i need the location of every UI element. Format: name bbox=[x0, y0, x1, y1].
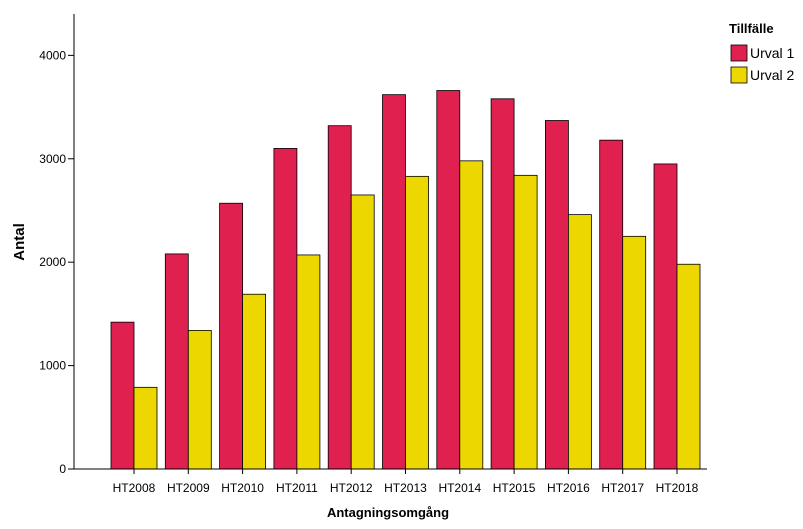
x-tick-label: HT2014 bbox=[438, 481, 481, 495]
bar-urval-2-ht2018 bbox=[676, 263, 701, 470]
bar-urval-1-ht2016 bbox=[545, 120, 569, 470]
legend: Tillfälle Urval 1 Urval 2 bbox=[729, 21, 795, 84]
x-tick-label: HT2017 bbox=[601, 481, 644, 495]
legend-swatch-urval-2 bbox=[730, 66, 748, 84]
y-tick-label: 4000 bbox=[39, 48, 66, 62]
legend-items: Urval 1 Urval 2 bbox=[730, 44, 795, 84]
bar-urval-2-ht2009 bbox=[187, 330, 212, 470]
legend-label-urval-2: Urval 2 bbox=[750, 67, 795, 83]
bar-urval-1-ht2009 bbox=[164, 253, 189, 470]
bar-urval-1-ht2012 bbox=[327, 125, 352, 470]
x-tick-label: HT2013 bbox=[384, 481, 427, 495]
bar-urval-2-ht2013 bbox=[405, 175, 429, 470]
bar-urval-2-ht2011 bbox=[296, 254, 321, 470]
x-tick-label: HT2008 bbox=[113, 481, 156, 495]
bar-urval-2-ht2008 bbox=[133, 386, 158, 470]
y-ticks: 0 1000 2000 3000 4000 bbox=[39, 48, 74, 476]
x-tick-label: HT2018 bbox=[656, 481, 699, 495]
legend-label-urval-1: Urval 1 bbox=[750, 45, 795, 61]
y-axis-title: Antal bbox=[11, 223, 28, 261]
bar-urval-2-ht2017 bbox=[622, 235, 647, 470]
bar-urval-1-ht2011 bbox=[273, 148, 298, 470]
bar-urval-2-ht2014 bbox=[459, 160, 484, 470]
y-tick-label: 2000 bbox=[39, 255, 66, 269]
x-tick-label: HT2015 bbox=[493, 481, 536, 495]
bar-urval-1-ht2018 bbox=[653, 163, 678, 470]
bar-urval-2-ht2015 bbox=[513, 174, 538, 470]
x-tick-label: HT2016 bbox=[547, 481, 590, 495]
bar-urval-1-ht2017 bbox=[599, 139, 624, 470]
bar-urval-2-ht2010 bbox=[242, 293, 267, 470]
x-tick-label: HT2011 bbox=[276, 481, 318, 495]
bar-urval-1-ht2014 bbox=[436, 90, 461, 470]
x-tick-label: HT2009 bbox=[167, 481, 210, 495]
bar-urval-1-ht2015 bbox=[490, 98, 515, 470]
bar-urval-1-ht2013 bbox=[382, 94, 406, 470]
legend-title: Tillfälle bbox=[729, 21, 774, 36]
x-ticks: HT2008 HT2009 HT2010 HT2011 HT2012 HT2013 HT20… bbox=[113, 469, 699, 495]
y-tick-label: 3000 bbox=[39, 152, 66, 166]
bar-urval-1-ht2008 bbox=[110, 321, 135, 470]
legend-swatch-urval-1 bbox=[730, 44, 748, 62]
y-tick-label: 0 bbox=[59, 462, 66, 476]
x-tick-label: HT2010 bbox=[221, 481, 264, 495]
y-tick-label: 1000 bbox=[39, 359, 66, 373]
bar-urval-2-ht2016 bbox=[568, 214, 592, 470]
x-axis-title: Antagningsomgång bbox=[327, 505, 449, 520]
bar-urval-2-ht2012 bbox=[350, 194, 375, 470]
x-tick-label: HT2012 bbox=[330, 481, 373, 495]
bars-layer bbox=[110, 90, 701, 470]
bar-urval-1-ht2010 bbox=[219, 202, 244, 470]
